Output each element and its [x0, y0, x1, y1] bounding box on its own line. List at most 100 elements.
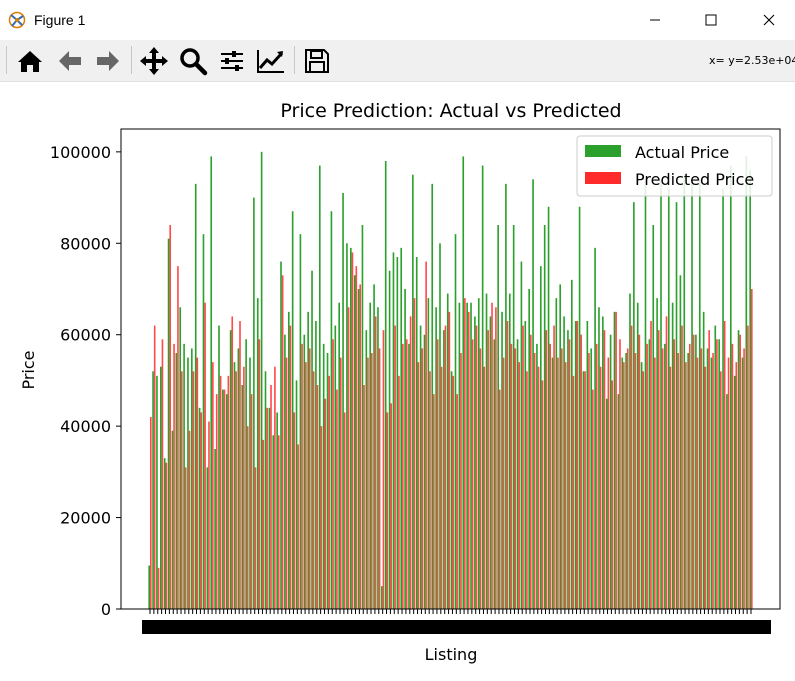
minimize-button[interactable] [626, 0, 684, 40]
maximize-button[interactable] [682, 0, 740, 40]
bar-actual [408, 343, 410, 609]
bar-predicted [433, 394, 435, 609]
bar-actual [477, 298, 480, 609]
bar-predicted [382, 330, 385, 609]
bar-actual [412, 174, 414, 609]
bar-predicted [301, 343, 303, 609]
bar-predicted [735, 362, 738, 609]
bar-actual [396, 257, 399, 609]
bar-predicted [192, 371, 195, 609]
bar-predicted [254, 467, 257, 609]
bar-predicted [165, 462, 168, 609]
bar-actual [714, 325, 717, 609]
close-button[interactable] [740, 0, 795, 40]
bar-actual [726, 394, 728, 609]
bar-predicted [475, 325, 478, 609]
bar-actual [749, 170, 751, 609]
bar-actual [311, 270, 313, 609]
plot-frame [120, 128, 781, 610]
y-ticks: 0 20000 40000 60000 80000 100000 [50, 143, 121, 619]
bar-actual [225, 394, 228, 609]
bar-predicted [491, 302, 493, 609]
bar-predicted [731, 343, 734, 609]
legend-label-predicted: Predicted Price [635, 170, 754, 189]
bar-actual [163, 458, 166, 609]
bar-predicted [402, 343, 404, 609]
bar-predicted [413, 298, 416, 609]
bar-actual [423, 334, 426, 609]
bar-predicted [630, 325, 633, 609]
bar-actual [241, 385, 244, 609]
legend: Actual Price Predicted Price [576, 135, 773, 197]
minimize-icon [650, 19, 660, 21]
chart-canvas[interactable]: 0 20000 40000 60000 80000 100000 Price Predic… [0, 82, 795, 681]
bar-predicted [285, 357, 288, 609]
bar-actual [609, 334, 612, 609]
bar-predicted [743, 348, 745, 609]
bar-actual [466, 302, 468, 609]
bar-predicted [518, 362, 520, 609]
edit-axis-button[interactable] [255, 45, 287, 77]
edit-axis-icon [257, 50, 284, 73]
bar-actual [741, 357, 744, 609]
bar-actual [695, 334, 697, 609]
legend-frame [576, 135, 773, 197]
bar-actual [350, 247, 352, 610]
bar-predicted [371, 353, 373, 609]
bar-actual [450, 371, 453, 609]
bar-actual [400, 247, 403, 610]
save-button[interactable] [301, 45, 333, 77]
bar-predicted [498, 389, 501, 609]
pan-button[interactable] [138, 45, 170, 77]
bar-predicted [425, 261, 427, 609]
y-tick-label: 40000 [60, 417, 111, 436]
bar-predicted [650, 321, 652, 609]
bar-actual [559, 284, 562, 609]
bar-actual [520, 261, 523, 609]
bar-predicted [467, 311, 470, 609]
bar-actual [458, 302, 461, 609]
bar-predicted [522, 325, 524, 609]
bar-predicted [460, 353, 462, 609]
home-button[interactable] [14, 45, 46, 77]
legend-label-actual: Actual Price [635, 143, 729, 162]
bar-actual [745, 156, 748, 609]
home-icon [18, 51, 42, 72]
bar-actual [718, 339, 720, 609]
matplotlib-icon [8, 11, 26, 29]
bar-actual [202, 234, 205, 609]
bar-predicted [173, 343, 175, 609]
bar-predicted [588, 353, 590, 609]
forward-button[interactable] [92, 45, 124, 77]
bar-predicted [452, 375, 455, 609]
bar-predicted [436, 339, 439, 609]
bar-actual [539, 266, 542, 609]
bar-predicted [421, 348, 424, 609]
navigation-toolbar [0, 40, 795, 82]
bar-predicted [262, 439, 265, 609]
bar-actual [729, 165, 732, 609]
bar-actual [334, 325, 337, 609]
back-arrow-icon [59, 51, 81, 71]
bar-actual [280, 261, 282, 609]
bar-actual [330, 211, 333, 610]
bar-predicted [274, 366, 276, 609]
bar-actual [629, 293, 631, 609]
subplots-button[interactable] [216, 45, 248, 77]
bar-predicted [448, 311, 451, 609]
bar-predicted [359, 284, 362, 609]
bar-predicted [716, 339, 718, 609]
bar-predicted [704, 366, 707, 609]
subplots-icon [221, 51, 243, 71]
bar-actual [218, 325, 220, 609]
bar-predicted [526, 371, 528, 609]
bar-actual [237, 348, 240, 609]
window-title: Figure 1 [34, 12, 86, 28]
bar-predicted [487, 330, 489, 609]
bar-actual [388, 270, 391, 609]
zoom-button[interactable] [177, 45, 209, 77]
back-button[interactable] [54, 45, 86, 77]
bar-predicted [576, 321, 579, 609]
bar-predicted [258, 339, 261, 609]
bars-layer [148, 151, 753, 610]
